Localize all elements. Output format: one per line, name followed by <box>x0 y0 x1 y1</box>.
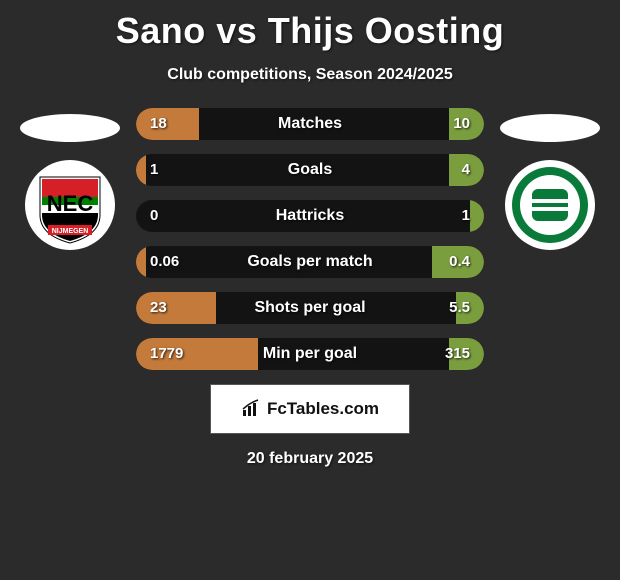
svg-text:NEC: NEC <box>47 191 94 216</box>
stat-bar: 01Hattricks <box>136 200 484 232</box>
stat-label: Min per goal <box>136 338 484 370</box>
comparison-row: NEC NIJMEGEN 1810Matches 14Goals 01Hattric… <box>0 108 620 370</box>
stat-bar: 235.5Shots per goal <box>136 292 484 324</box>
player-right-avatar <box>500 114 600 142</box>
page-title: Sano vs Thijs Oosting <box>0 0 620 52</box>
player-left-avatar <box>20 114 120 142</box>
stat-label: Hattricks <box>136 200 484 232</box>
brand-watermark: FcTables.com <box>210 384 410 434</box>
subtitle: Club competitions, Season 2024/2025 <box>0 66 620 84</box>
stat-bars: 1810Matches 14Goals 01Hattricks 0.060.4Goal… <box>130 108 490 370</box>
stat-bar: 14Goals <box>136 154 484 186</box>
club-logo-left: NEC NIJMEGEN <box>25 160 115 250</box>
stat-bar: 1779315Min per goal <box>136 338 484 370</box>
stat-label: Matches <box>136 108 484 140</box>
stat-label: Goals per match <box>136 246 484 278</box>
right-player-col <box>490 108 610 250</box>
brand-chart-icon <box>241 398 263 420</box>
club-logo-right <box>505 160 595 250</box>
stat-label: Shots per goal <box>136 292 484 324</box>
brand-text: FcTables.com <box>267 399 379 419</box>
stat-bar: 1810Matches <box>136 108 484 140</box>
stat-bar: 0.060.4Goals per match <box>136 246 484 278</box>
svg-text:NIJMEGEN: NIJMEGEN <box>52 228 89 235</box>
date-line: 20 february 2025 <box>0 450 620 468</box>
left-player-col: NEC NIJMEGEN <box>10 108 130 250</box>
stat-label: Goals <box>136 154 484 186</box>
